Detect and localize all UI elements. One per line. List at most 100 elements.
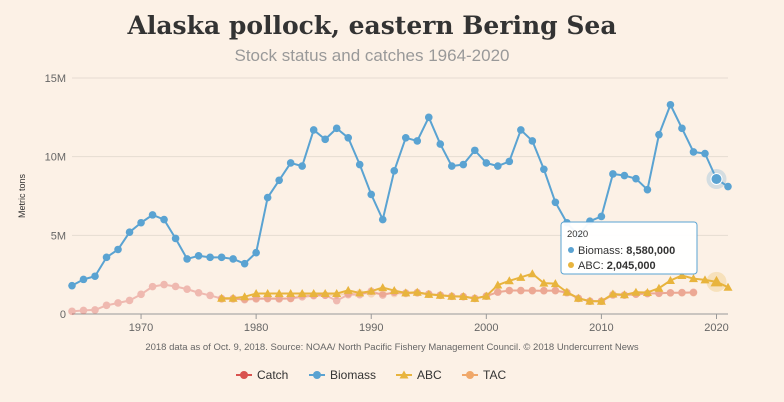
- data-point-biomass[interactable]: [79, 275, 88, 284]
- data-point-abc[interactable]: [447, 291, 457, 300]
- data-point-biomass[interactable]: [666, 100, 675, 109]
- data-point-catch[interactable]: [114, 299, 122, 307]
- data-point-abc[interactable]: [631, 287, 641, 296]
- data-point-tac[interactable]: [540, 286, 548, 295]
- data-point-biomass[interactable]: [217, 253, 226, 262]
- data-point-abc[interactable]: [665, 275, 675, 284]
- data-point-catch[interactable]: [332, 296, 341, 305]
- data-point-abc[interactable]: [458, 292, 468, 301]
- data-point-biomass[interactable]: [459, 160, 468, 169]
- legend-item-tac[interactable]: TAC: [462, 368, 506, 382]
- data-point-biomass[interactable]: [390, 167, 399, 175]
- data-point-catch[interactable]: [171, 282, 180, 291]
- data-point-biomass[interactable]: [378, 215, 387, 224]
- data-point-catch[interactable]: [494, 288, 502, 296]
- data-point-abc[interactable]: [412, 287, 422, 296]
- data-point-abc[interactable]: [240, 292, 250, 301]
- data-point-abc[interactable]: [274, 289, 284, 298]
- data-point-catch[interactable]: [678, 288, 686, 297]
- data-point-biomass[interactable]: [447, 162, 456, 170]
- data-point-abc[interactable]: [700, 275, 710, 284]
- data-point-biomass[interactable]: [401, 133, 410, 142]
- data-point-catch[interactable]: [137, 290, 145, 299]
- data-point-biomass[interactable]: [332, 124, 341, 133]
- data-point-biomass[interactable]: [528, 137, 537, 145]
- data-point-tac[interactable]: [528, 286, 537, 295]
- data-point-biomass[interactable]: [114, 245, 122, 254]
- data-point-abc[interactable]: [642, 287, 652, 296]
- legend-item-catch[interactable]: Catch: [236, 368, 288, 382]
- data-point-biomass[interactable]: [252, 248, 260, 257]
- data-point-catch[interactable]: [148, 282, 157, 291]
- data-point-biomass[interactable]: [643, 185, 652, 194]
- data-point-abc[interactable]: [608, 289, 618, 298]
- data-point-tac[interactable]: [689, 289, 698, 297]
- data-point-biomass[interactable]: [275, 176, 283, 185]
- data-point-biomass[interactable]: [505, 157, 514, 166]
- data-point-abc[interactable]: [596, 296, 606, 305]
- data-point-abc[interactable]: [562, 287, 572, 296]
- data-point-catch[interactable]: [528, 286, 537, 295]
- data-point-catch[interactable]: [517, 286, 525, 295]
- data-point-abc[interactable]: [228, 293, 238, 302]
- data-point-biomass[interactable]: [367, 190, 376, 199]
- data-point-biomass[interactable]: [125, 228, 134, 236]
- data-point-catch[interactable]: [160, 280, 168, 289]
- data-point-biomass[interactable]: [689, 148, 698, 156]
- data-point-catch[interactable]: [378, 291, 387, 299]
- data-point-biomass[interactable]: [137, 218, 145, 227]
- data-point-biomass[interactable]: [551, 198, 560, 207]
- data-point-biomass[interactable]: [494, 162, 502, 170]
- data-point-catch[interactable]: [68, 307, 76, 316]
- data-point-abc[interactable]: [585, 296, 595, 305]
- data-point-biomass[interactable]: [148, 211, 157, 219]
- data-point-biomass[interactable]: [701, 149, 709, 158]
- data-point-abc[interactable]: [470, 293, 480, 302]
- data-point-abc[interactable]: [481, 291, 491, 300]
- data-point-biomass[interactable]: [309, 126, 318, 134]
- data-point-abc[interactable]: [332, 289, 342, 298]
- data-point-biomass[interactable]: [413, 137, 422, 145]
- data-point-catch[interactable]: [91, 306, 99, 314]
- data-point-abc[interactable]: [343, 285, 353, 294]
- data-point-biomass[interactable]: [609, 170, 617, 178]
- data-point-biomass[interactable]: [206, 253, 214, 262]
- data-point-catch[interactable]: [505, 286, 514, 295]
- data-point-catch[interactable]: [125, 296, 134, 305]
- data-point-abc[interactable]: [504, 276, 514, 285]
- data-point-catch[interactable]: [206, 291, 214, 300]
- data-point-biomass[interactable]: [68, 281, 76, 290]
- data-point-abc[interactable]: [619, 290, 629, 299]
- data-point-abc[interactable]: [654, 283, 664, 292]
- data-point-biomass[interactable]: [540, 165, 548, 174]
- data-point-abc[interactable]: [286, 289, 296, 298]
- data-point-biomass[interactable]: [183, 255, 191, 263]
- data-point-biomass[interactable]: [321, 135, 329, 144]
- data-point-catch[interactable]: [666, 288, 675, 297]
- data-point-abc[interactable]: [366, 286, 376, 295]
- data-point-abc[interactable]: [527, 269, 537, 278]
- data-point-abc[interactable]: [539, 278, 549, 287]
- data-point-biomass[interactable]: [724, 182, 732, 191]
- data-point-tac[interactable]: [494, 288, 502, 296]
- data-point-tac[interactable]: [666, 289, 675, 297]
- data-point-abc[interactable]: [573, 293, 583, 302]
- data-point-catch[interactable]: [689, 288, 698, 297]
- legend-item-abc[interactable]: ABC: [396, 368, 442, 382]
- data-point-tac[interactable]: [678, 289, 686, 297]
- data-point-biomass[interactable]: [436, 140, 445, 148]
- data-point-biomass[interactable]: [517, 126, 525, 134]
- data-point-biomass[interactable]: [286, 159, 295, 167]
- data-point-abc[interactable]: [677, 270, 687, 279]
- data-point-biomass[interactable]: [263, 193, 272, 202]
- data-point-abc[interactable]: [688, 274, 698, 283]
- data-point-catch[interactable]: [540, 286, 548, 295]
- data-point-abc[interactable]: [320, 289, 330, 298]
- data-point-biomass[interactable]: [632, 174, 640, 183]
- data-point-abc[interactable]: [378, 283, 388, 292]
- data-point-catch[interactable]: [551, 286, 560, 295]
- data-point-abc[interactable]: [251, 289, 261, 298]
- data-point-biomass[interactable]: [620, 171, 629, 180]
- data-point-abc[interactable]: [424, 289, 434, 298]
- data-point-biomass[interactable]: [194, 251, 203, 260]
